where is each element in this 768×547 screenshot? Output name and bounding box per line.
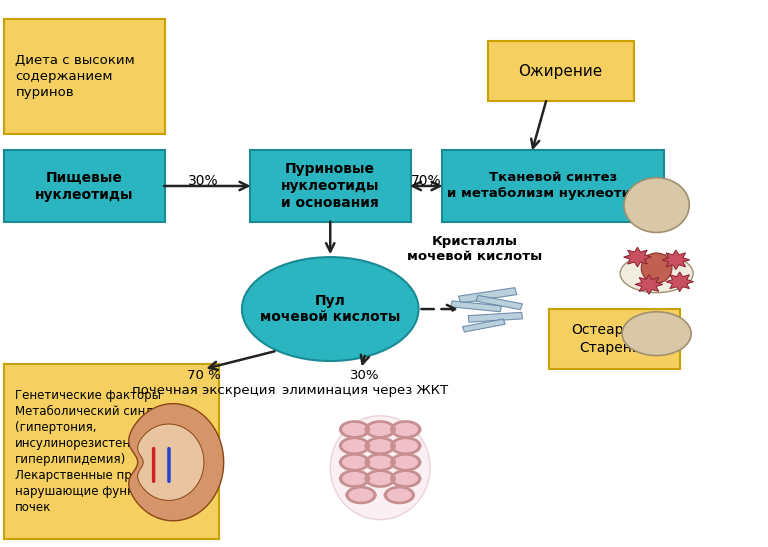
Ellipse shape bbox=[392, 455, 419, 469]
Text: 70 %
почечная экскреция: 70 % почечная экскреция bbox=[132, 369, 275, 397]
FancyBboxPatch shape bbox=[4, 150, 165, 222]
Text: Пищевые
нуклеотиды: Пищевые нуклеотиды bbox=[35, 170, 134, 202]
Text: Кристаллы
мочевой кислоты: Кристаллы мочевой кислоты bbox=[407, 235, 542, 263]
FancyBboxPatch shape bbox=[4, 364, 219, 539]
Ellipse shape bbox=[392, 471, 419, 486]
Text: 30%
элиминация через ЖКТ: 30% элиминация через ЖКТ bbox=[282, 369, 448, 397]
Text: Остеартрит
Старение: Остеартрит Старение bbox=[571, 323, 657, 355]
Ellipse shape bbox=[386, 488, 412, 502]
FancyBboxPatch shape bbox=[250, 150, 411, 222]
Polygon shape bbox=[137, 424, 204, 501]
Polygon shape bbox=[458, 288, 517, 303]
Ellipse shape bbox=[367, 422, 393, 437]
Text: 70%: 70% bbox=[411, 173, 442, 188]
Polygon shape bbox=[624, 247, 651, 267]
Polygon shape bbox=[129, 404, 223, 521]
FancyBboxPatch shape bbox=[4, 19, 165, 134]
Ellipse shape bbox=[622, 312, 691, 356]
FancyBboxPatch shape bbox=[488, 41, 634, 101]
Text: Пул
мочевой кислоты: Пул мочевой кислоты bbox=[260, 294, 400, 324]
Polygon shape bbox=[468, 312, 522, 322]
Ellipse shape bbox=[367, 471, 393, 486]
Ellipse shape bbox=[620, 254, 693, 293]
Ellipse shape bbox=[342, 455, 368, 469]
Text: Ожирение: Ожирение bbox=[518, 63, 603, 79]
Polygon shape bbox=[476, 295, 522, 310]
Ellipse shape bbox=[641, 253, 672, 283]
Text: 30%: 30% bbox=[188, 173, 219, 188]
Polygon shape bbox=[451, 301, 502, 312]
FancyBboxPatch shape bbox=[549, 309, 680, 369]
Ellipse shape bbox=[242, 257, 419, 361]
Text: Диета с высоким
содержанием
пуринов: Диета с высоким содержанием пуринов bbox=[15, 54, 135, 99]
Polygon shape bbox=[666, 272, 694, 292]
Ellipse shape bbox=[392, 422, 419, 437]
Text: Пуриновые
нуклеотиды
и основания: Пуриновые нуклеотиды и основания bbox=[281, 162, 379, 210]
Ellipse shape bbox=[342, 439, 368, 453]
Ellipse shape bbox=[342, 471, 368, 486]
Polygon shape bbox=[635, 275, 663, 294]
Ellipse shape bbox=[367, 439, 393, 453]
Polygon shape bbox=[662, 250, 690, 270]
Ellipse shape bbox=[392, 439, 419, 453]
Ellipse shape bbox=[348, 488, 374, 502]
Ellipse shape bbox=[342, 422, 368, 437]
Text: Генетические факторы
Метаболический синдром
(гипертония,
инсулинорезистентность,: Генетические факторы Метаболический синд… bbox=[15, 389, 189, 514]
Polygon shape bbox=[462, 319, 505, 332]
Ellipse shape bbox=[367, 455, 393, 469]
Text: Тканевой синтез
и метаболизм нуклеотидов: Тканевой синтез и метаболизм нуклеотидов bbox=[447, 171, 659, 201]
Ellipse shape bbox=[624, 178, 690, 232]
FancyBboxPatch shape bbox=[442, 150, 664, 222]
Polygon shape bbox=[330, 416, 430, 520]
